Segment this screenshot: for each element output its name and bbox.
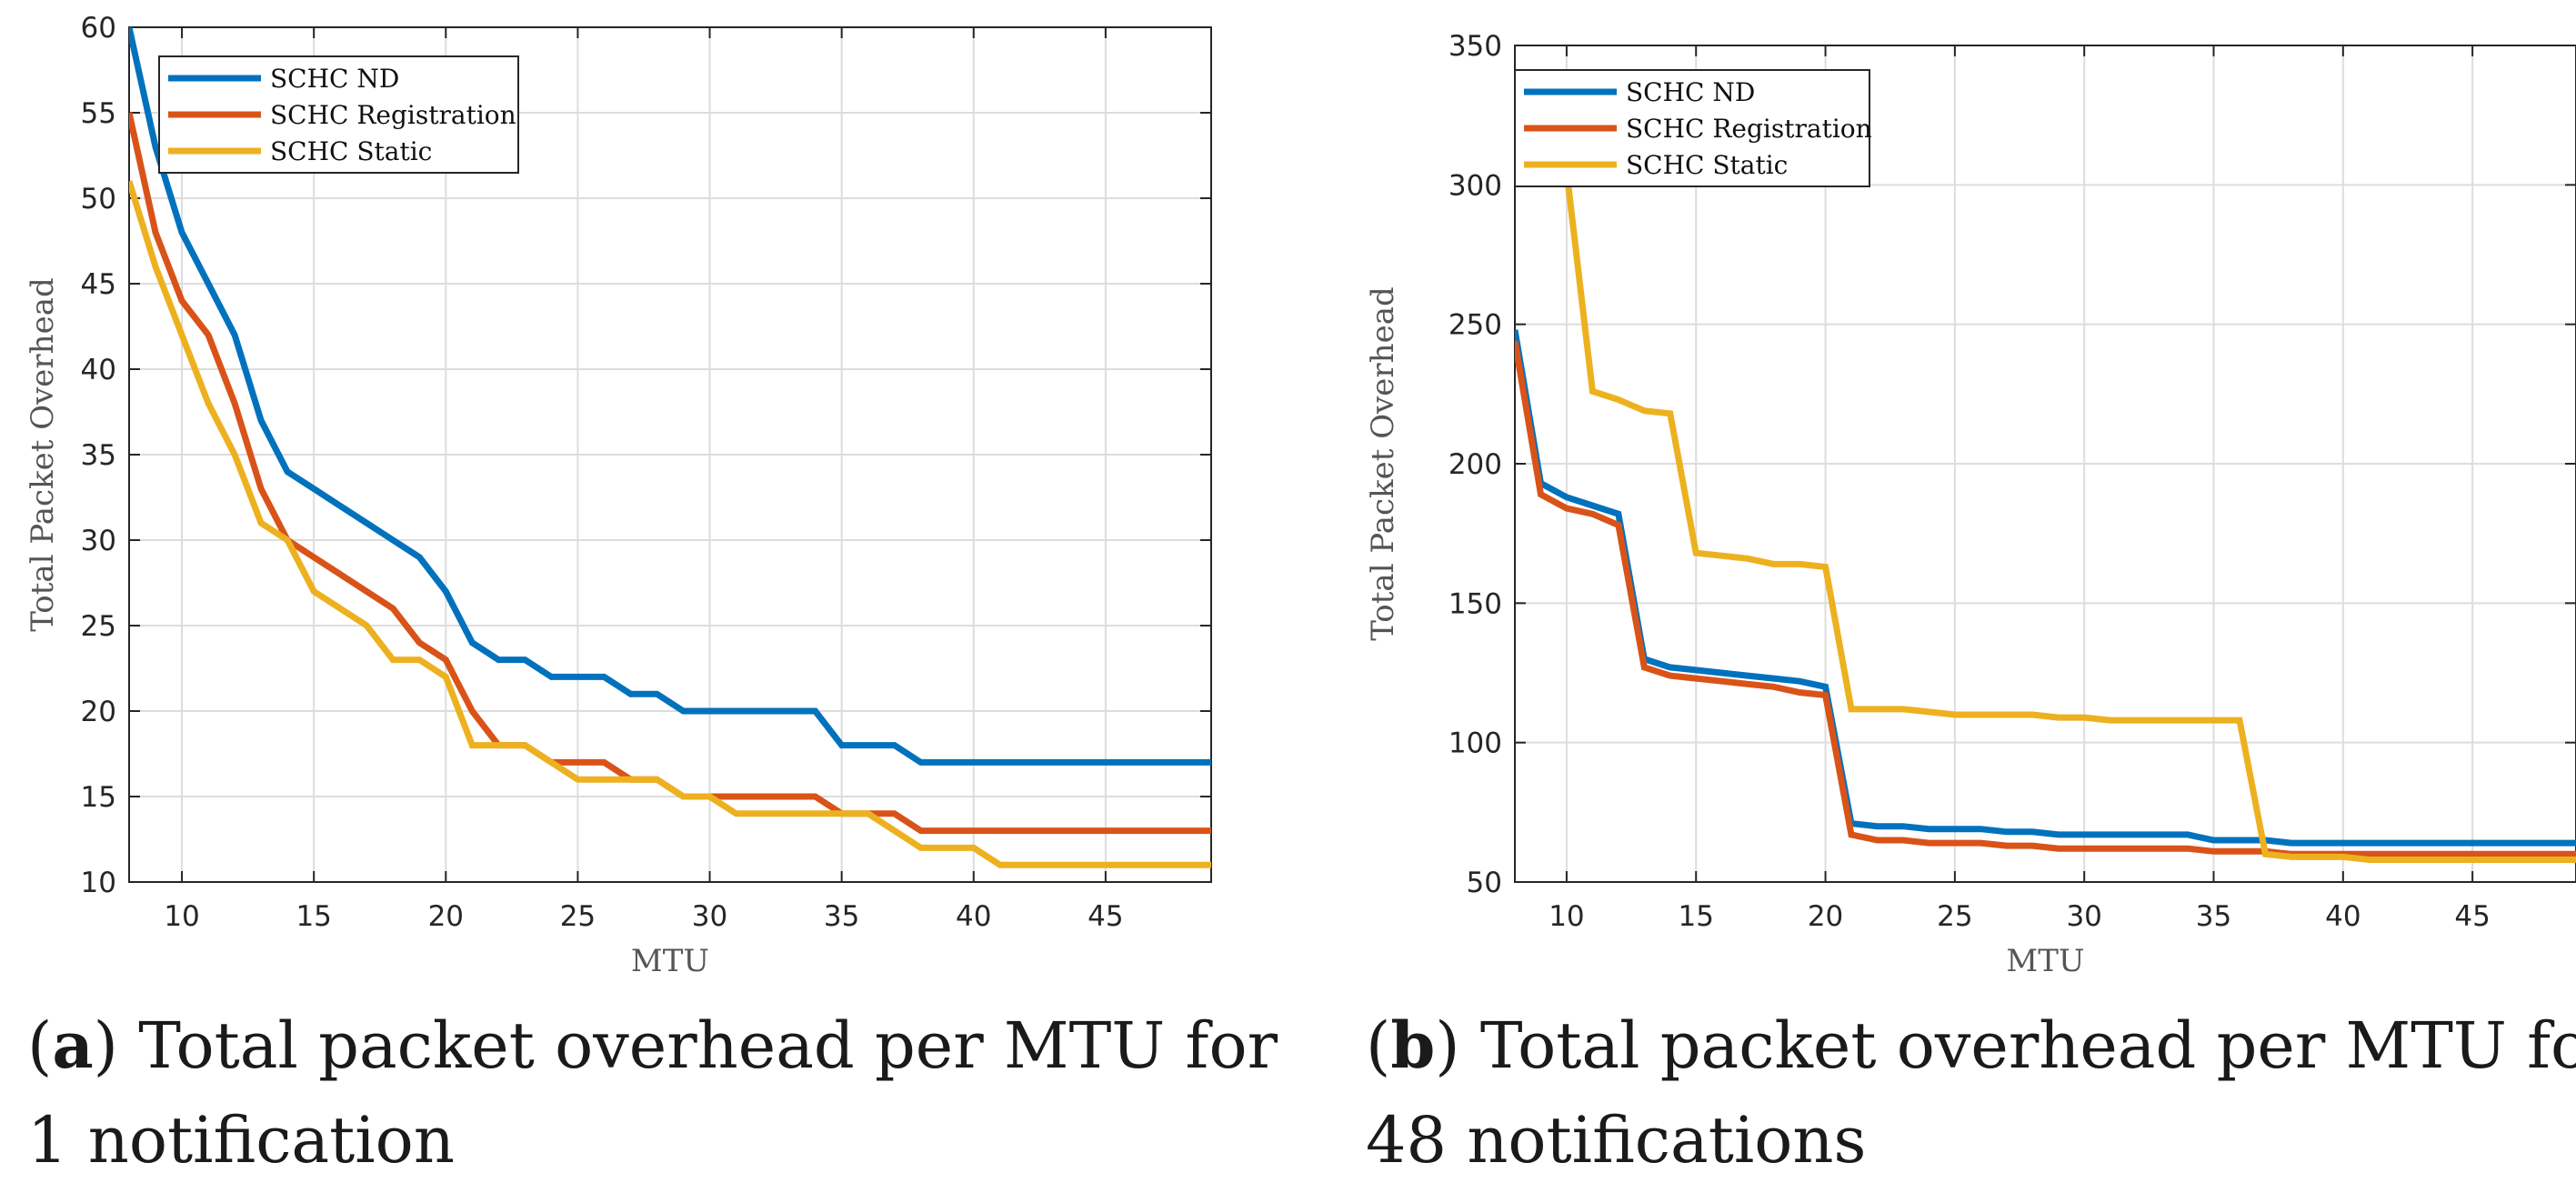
y-tick-label: 300: [1448, 169, 1502, 202]
series-group: [129, 27, 1211, 868]
caption-a: (a) Total packet overhead per MTU for 1 …: [27, 1008, 1278, 1178]
x-tick-label: 25: [560, 900, 596, 933]
series-line-nd: [1515, 329, 2576, 847]
x-tick-label: 15: [296, 900, 331, 933]
caption-b-text: Total packet overhead per MTU for 48 not…: [1366, 1008, 2576, 1178]
x-tick-label: 40: [956, 900, 991, 933]
series-line-static: [1515, 90, 2576, 863]
chart-b: 10 15 20 25 30 35 40 45 50 100 150 200 250 300 350 MTU T…: [1365, 30, 2576, 979]
x-tick-label: 15: [1679, 900, 1714, 933]
caption-b: (b) Total packet overhead per MTU for 48…: [1366, 998, 2576, 1188]
y-tick-label: 15: [81, 781, 116, 814]
x-tick-label: 35: [824, 900, 859, 933]
y-tick-label: 40: [81, 354, 116, 386]
y-tick-label: 250: [1448, 309, 1502, 342]
legend-label: SCHC Registration: [270, 100, 516, 130]
y-tick-label: 50: [1467, 867, 1502, 899]
caption-b-letter: b: [1390, 1008, 1436, 1083]
y-tick-label: 45: [81, 268, 116, 301]
chart-a: 10 15 20 25 30 35 40 45 10 15 20 25 30 35 40 45 50 55 60 MT…: [25, 12, 1212, 979]
x-tick-label: 45: [2454, 900, 2490, 933]
y-tick-label: 20: [81, 696, 116, 728]
y-tick-label: 350: [1448, 30, 1502, 63]
caption-a-text: Total packet overhead per MTU for 1 noti…: [27, 1008, 1278, 1178]
series-line-static: [129, 180, 1211, 868]
x-tick-label: 30: [2066, 900, 2101, 933]
y-axis-label: Total Packet Overhead: [25, 277, 61, 632]
legend-label: SCHC Static: [1626, 150, 1788, 180]
x-axis-label: MTU: [2006, 943, 2084, 979]
y-tick-label: 100: [1448, 727, 1502, 760]
series-group: [1515, 90, 2576, 863]
x-axis-label: MTU: [631, 943, 709, 979]
x-tick-label: 10: [1549, 900, 1584, 933]
x-tick-label: 30: [692, 900, 727, 933]
y-tick-label: 60: [81, 12, 116, 45]
y-tick-label: 150: [1448, 587, 1502, 620]
x-tick-label: 25: [1937, 900, 1972, 933]
series-line-nd: [129, 27, 1211, 766]
y-tick-label: 35: [81, 439, 116, 472]
x-tick-label: 20: [1808, 900, 1843, 933]
y-axis-label: Total Packet Overhead: [1365, 286, 1401, 641]
x-tick-label: 35: [2196, 900, 2231, 933]
legend-label: SCHC Registration: [1626, 114, 1872, 144]
figure: 10 15 20 25 30 35 40 45 10 15 20 25 30 35 40 45 50 55 60 MT…: [25, 12, 2576, 979]
x-tick-label: 45: [1088, 900, 1123, 933]
y-tick-label: 200: [1448, 448, 1502, 481]
legend-label: SCHC Static: [270, 136, 432, 166]
y-tick-label: 10: [81, 867, 116, 899]
x-tick-label: 40: [2325, 900, 2360, 933]
y-tick-label: 30: [81, 525, 116, 557]
x-tick-label: 10: [164, 900, 199, 933]
x-tick-label: 20: [428, 900, 464, 933]
series-line-reg: [1515, 340, 2576, 857]
y-tick-label: 55: [81, 97, 116, 130]
legend-label: SCHC ND: [1626, 77, 1755, 107]
y-tick-label: 50: [81, 183, 116, 216]
y-tick-label: 25: [81, 610, 116, 643]
legend-label: SCHC ND: [270, 64, 399, 94]
caption-a-letter: a: [52, 1008, 94, 1083]
